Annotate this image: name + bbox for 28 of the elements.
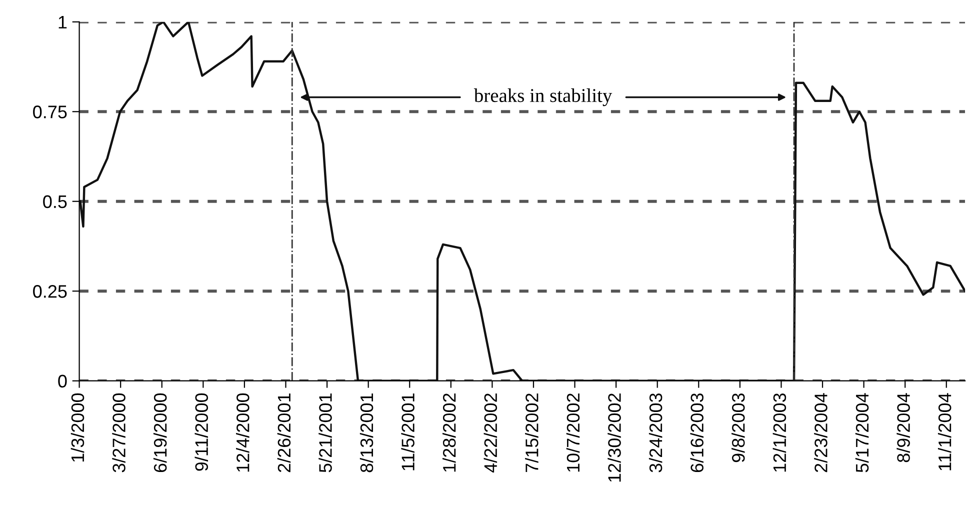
y-tick-label: 0 (58, 374, 67, 388)
x-tick-label: 3/24/2003 (648, 393, 662, 472)
x-tick-label: 6/19/2000 (153, 393, 167, 472)
annotation: breaks in stability (474, 88, 612, 106)
x-tick-label: 9/8/2003 (732, 393, 745, 462)
x-tick-label: 10/7/2002 (566, 394, 580, 472)
x-tick-label: 5/17/2004 (855, 393, 869, 472)
x-tick-label: 9/11/2000 (194, 393, 208, 471)
x-tick-label: 8/9/2004 (896, 393, 910, 462)
y-tick-label: 0.5 (43, 195, 67, 208)
x-tick-label: 5/21/2001 (318, 394, 332, 472)
x-tick-label: 4/22/2002 (484, 394, 498, 473)
x-tick-label: 12/4/2000 (236, 393, 250, 472)
x-tick-label: 11/5/2001 (401, 394, 414, 470)
x-tick-label: 8/13/2001 (360, 394, 374, 472)
x-tick-label: 1/3/2000 (70, 393, 84, 462)
y-tick-label: 0.25 (33, 285, 67, 298)
x-tick-label: 12/1/2003 (772, 393, 786, 472)
x-tick-label: 1/28/2002 (442, 394, 456, 472)
x-tick-label: 6/16/2003 (690, 393, 704, 472)
x-tick-label: 2/23/2004 (814, 393, 828, 472)
y-tick-label: 1 (58, 16, 67, 28)
x-tick-label: 12/30/2002 (608, 394, 621, 482)
y-tick-label: 0.75 (33, 106, 67, 118)
x-tick-label: 3/27/2000 (112, 393, 126, 472)
x-tick-label: 11/1/2004 (938, 393, 952, 470)
x-tick-label: 7/15/2002 (525, 394, 538, 472)
x-tick-label: 2/26/2001 (277, 394, 291, 472)
